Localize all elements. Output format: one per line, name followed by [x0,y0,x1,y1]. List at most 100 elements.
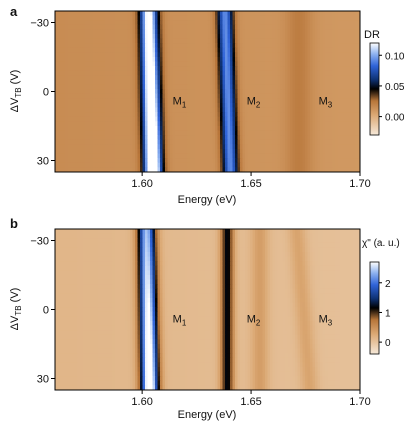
heatmap-cell [190,48,193,53]
heatmap-cell [273,243,276,248]
heatmap-cell [245,75,248,80]
heatmap-cell [100,11,103,16]
heatmap-cell [343,117,346,122]
heatmap-cell [333,247,336,252]
heatmap-cell [355,238,358,243]
heatmap-cell [213,121,216,126]
heatmap-cell [320,89,323,94]
heatmap-cell [88,34,91,39]
heatmap-cell [60,29,63,34]
heatmap-cell [165,66,168,71]
heatmap-cell [323,121,326,126]
heatmap-cell [128,20,131,25]
heatmap-cell [223,126,226,131]
heatmap-cell [113,108,116,113]
heatmap-cell [133,135,136,140]
heatmap-cell [255,140,258,145]
heatmap-cell [185,16,188,21]
heatmap-cell [325,163,328,168]
heatmap-cell [113,66,116,71]
heatmap-cell [213,48,216,53]
heatmap-cell [293,62,296,67]
heatmap-cell [175,29,178,34]
heatmap-cell [160,11,163,16]
heatmap-cell [355,158,358,163]
heatmap-cell [63,103,66,108]
heatmap-cell [115,163,118,168]
heatmap-cell [288,16,291,21]
heatmap-cell [238,25,241,30]
heatmap-cell [275,243,278,248]
heatmap-cell [308,117,311,122]
heatmap-cell [165,158,168,163]
heatmap-cell [298,71,301,76]
heatmap-cell [258,16,261,21]
heatmap-cell [110,112,113,117]
heatmap-cell [143,144,146,149]
heatmap-cell [98,57,101,62]
heatmap-cell [243,131,246,136]
heatmap-cell [63,85,66,90]
heatmap-cell [128,94,131,99]
heatmap-cell [65,80,68,85]
heatmap-cell [353,229,356,234]
heatmap-cell [350,11,353,16]
heatmap-cell [110,238,113,243]
heatmap-cell [75,89,78,94]
heatmap-cell [323,16,326,21]
heatmap-cell [85,144,88,149]
heatmap-cell [205,39,208,44]
heatmap-cell [118,39,121,44]
heatmap-cell [170,229,173,234]
heatmap-cell [353,11,356,16]
heatmap-cell [78,154,81,159]
heatmap-cell [278,163,281,168]
heatmap-cell [145,62,148,67]
heatmap-cell [138,20,141,25]
heatmap-cell [275,20,278,25]
heatmap-cell [108,252,111,257]
heatmap-cell [285,89,288,94]
heatmap-cell [75,48,78,53]
heatmap-cell [123,103,126,108]
heatmap-cell [108,108,111,113]
heatmap-cell [233,57,236,62]
heatmap-cell [330,89,333,94]
heatmap-cell [318,238,321,243]
heatmap-cell [185,252,188,257]
heatmap-cell [315,135,318,140]
heatmap-cell [350,243,353,248]
heatmap-cell [310,121,313,126]
heatmap-cell [118,62,121,67]
heatmap-cell [123,16,126,21]
heatmap-cell [268,98,271,103]
heatmap-cell [285,29,288,34]
heatmap-cell [108,98,111,103]
heatmap-cell [90,247,93,252]
heatmap-cell [235,48,238,53]
heatmap-cell [228,247,231,252]
heatmap-cell [320,154,323,159]
heatmap-cell [330,149,333,154]
heatmap-cell [95,94,98,99]
heatmap-cell [105,62,108,67]
heatmap-cell [165,20,168,25]
heatmap-cell [183,66,186,71]
heatmap-cell [338,57,341,62]
heatmap-cell [118,243,121,248]
heatmap-cell [260,243,263,248]
heatmap-cell [275,140,278,145]
heatmap-cell [293,140,296,145]
heatmap-cell [158,94,161,99]
heatmap-cell [103,144,106,149]
heatmap-cell [145,158,148,163]
heatmap-cell [310,103,313,108]
heatmap-cell [195,89,198,94]
heatmap-cell [255,234,258,239]
heatmap-cell [115,11,118,16]
heatmap-cell [130,144,133,149]
heatmap-cell [193,29,196,34]
heatmap-cell [120,16,123,21]
colorbar [370,43,379,135]
heatmap-cell [218,11,221,16]
